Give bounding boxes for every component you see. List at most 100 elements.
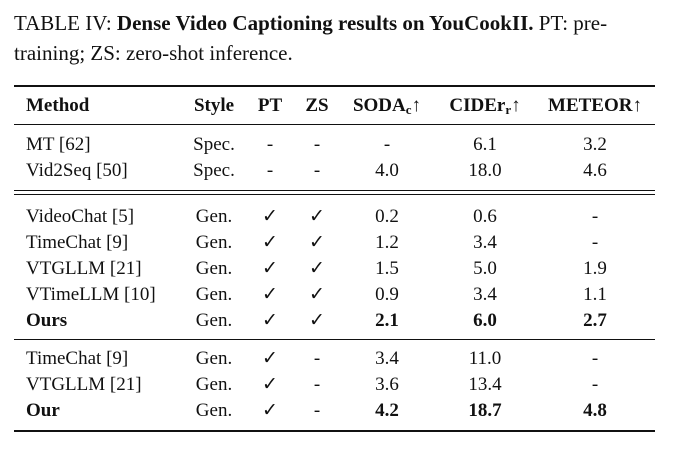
cell-cider: 13.4 (468, 374, 502, 395)
cell-zs: - (313, 160, 321, 181)
group-rule (14, 339, 655, 340)
header-style: Style (193, 95, 235, 116)
cell-style: Gen. (195, 348, 233, 369)
cell-soda: 2.1 (375, 310, 399, 331)
table-row: Vid2Seq [50] Spec. - - 4.0 18.0 4.6 (14, 158, 655, 184)
cell-meteor: - (591, 348, 599, 369)
cell-method: VTGLLM [21] (26, 374, 142, 395)
cell-pt: ✓ (262, 310, 278, 331)
cell-method: MT [62] (26, 134, 91, 155)
header-soda: SODAc↑ (339, 93, 435, 119)
header-rule (14, 124, 655, 125)
header-meteor-main: METEOR (548, 95, 633, 116)
table-row: VTGLLM [21] Gen. ✓ ✓ 1.5 5.0 1.9 (14, 256, 655, 282)
header-cider-arrow: ↑ (511, 95, 521, 116)
table-row: Ours Gen. ✓ ✓ 2.1 6.0 2.7 (14, 308, 655, 334)
cell-zs: ✓ (309, 284, 325, 305)
table-row: VTGLLM [21] Gen. ✓ - 3.6 13.4 - (14, 372, 655, 398)
cell-meteor: 1.1 (583, 284, 607, 305)
header-cider: CIDErr↑ (439, 93, 531, 119)
cell-zs: ✓ (309, 310, 325, 331)
table-caption: TABLE IV: Dense Video Captioning results… (14, 8, 678, 68)
cell-soda: 1.5 (375, 258, 399, 279)
top-rule (14, 85, 655, 87)
caption-note: PT: pre-training; ZS: zero-shot inferenc… (14, 11, 608, 65)
cell-meteor: 2.7 (583, 310, 607, 331)
cell-method: Vid2Seq [50] (26, 160, 128, 181)
cell-meteor: - (591, 374, 599, 395)
cell-method: TimeChat [9] (26, 348, 129, 369)
cell-cider: 11.0 (468, 348, 502, 369)
cell-pt: ✓ (262, 206, 278, 227)
cell-method: VTimeLLM [10] (26, 284, 156, 305)
cell-meteor: 1.9 (583, 258, 607, 279)
cell-zs: - (313, 400, 321, 421)
header-pt: PT (257, 95, 283, 116)
cell-cider: 0.6 (473, 206, 497, 227)
table-header-row: Method Style PT ZS SODAc↑ CIDErr↑ METEOR… (14, 93, 655, 119)
cell-zs: - (313, 374, 321, 395)
cell-style: Gen. (195, 258, 233, 279)
cell-cider: 6.1 (473, 134, 497, 155)
cell-cider: 18.0 (468, 160, 502, 181)
cell-zs: - (313, 348, 321, 369)
cell-meteor: 3.2 (583, 134, 607, 155)
cell-style: Gen. (195, 374, 233, 395)
cell-pt: - (266, 160, 274, 181)
cell-cider: 5.0 (473, 258, 497, 279)
header-cider-main: CIDEr (449, 95, 506, 116)
cell-soda: 4.2 (375, 400, 399, 421)
cell-soda: 3.4 (375, 348, 399, 369)
cell-style: Spec. (193, 134, 235, 155)
header-soda-sub: c (405, 102, 412, 117)
cell-style: Gen. (195, 284, 233, 305)
cell-pt: ✓ (262, 348, 278, 369)
cell-soda: - (383, 134, 391, 155)
table-row: VideoChat [5] Gen. ✓ ✓ 0.2 0.6 - (14, 204, 655, 230)
cell-style: Gen. (195, 232, 233, 253)
header-method: Method (26, 95, 90, 116)
cell-soda: 3.6 (375, 374, 399, 395)
cell-cider: 6.0 (473, 310, 497, 331)
cell-meteor: 4.6 (583, 160, 607, 181)
cell-cider: 18.7 (468, 400, 502, 421)
table-row: VTimeLLM [10] Gen. ✓ ✓ 0.9 3.4 1.1 (14, 282, 655, 308)
table-row: MT [62] Spec. - - - 6.1 3.2 (14, 132, 655, 158)
double-rule-top (14, 190, 655, 191)
cell-method: Our (26, 400, 60, 421)
cell-pt: ✓ (262, 400, 278, 421)
cell-method: Ours (26, 310, 68, 331)
header-cider-sub: r (505, 102, 512, 117)
table-row: TimeChat [9] Gen. ✓ ✓ 1.2 3.4 - (14, 230, 655, 256)
cell-style: Gen. (195, 206, 233, 227)
cell-soda: 0.2 (375, 206, 399, 227)
cell-method: VideoChat [5] (26, 206, 135, 227)
cell-style: Gen. (195, 310, 233, 331)
caption-title: Dense Video Captioning results on YouCoo… (116, 11, 534, 35)
cell-meteor: 4.8 (583, 400, 607, 421)
cell-zs: ✓ (309, 258, 325, 279)
header-soda-main: SODA (352, 95, 406, 116)
header-meteor-arrow: ↑ (632, 95, 642, 116)
cell-method: VTGLLM [21] (26, 258, 142, 279)
table-row: TimeChat [9] Gen. ✓ - 3.4 11.0 - (14, 346, 655, 372)
header-meteor: METEOR↑ (536, 93, 654, 119)
caption-label: TABLE IV: (14, 11, 112, 35)
double-rule-bottom (14, 194, 655, 195)
cell-pt: ✓ (262, 284, 278, 305)
cell-zs: - (313, 134, 321, 155)
cell-soda: 4.0 (375, 160, 399, 181)
header-soda-arrow: ↑ (411, 95, 422, 116)
table-row: Our Gen. ✓ - 4.2 18.7 4.8 (14, 398, 655, 424)
cell-pt: - (266, 134, 274, 155)
cell-soda: 0.9 (375, 284, 399, 305)
cell-zs: ✓ (309, 232, 325, 253)
header-zs: ZS (305, 95, 329, 116)
cell-pt: ✓ (262, 374, 278, 395)
bottom-rule (14, 430, 655, 432)
cell-cider: 3.4 (473, 284, 497, 305)
cell-style: Gen. (195, 400, 233, 421)
cell-pt: ✓ (262, 232, 278, 253)
cell-soda: 1.2 (375, 232, 399, 253)
cell-pt: ✓ (262, 258, 278, 279)
